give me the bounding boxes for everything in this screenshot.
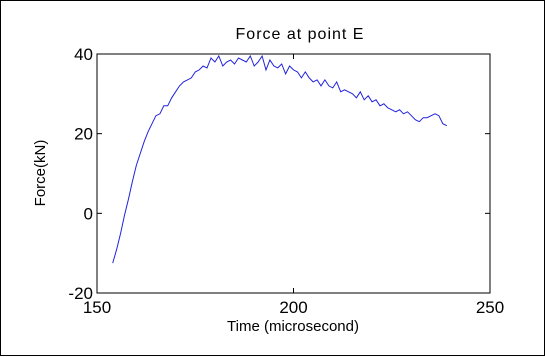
series-line-force bbox=[112, 54, 448, 264]
y-axis: -20 0 20 40 bbox=[68, 45, 490, 303]
y-tick-label: 40 bbox=[74, 45, 93, 64]
x-tick-label: 250 bbox=[476, 298, 504, 317]
y-tick-label: 20 bbox=[74, 125, 93, 144]
y-tick-label: 0 bbox=[84, 204, 93, 223]
plot-area bbox=[96, 53, 491, 294]
x-tick-label: 150 bbox=[83, 298, 111, 317]
chart-title: Force at point E bbox=[236, 26, 365, 43]
x-axis: 150 200 250 bbox=[83, 54, 504, 317]
y-tick-label: -20 bbox=[68, 284, 93, 303]
x-axis-label: Time (microsecond) bbox=[227, 318, 359, 335]
x-tick-label: 200 bbox=[279, 298, 307, 317]
y-axis-label: Force(kN) bbox=[32, 140, 49, 207]
